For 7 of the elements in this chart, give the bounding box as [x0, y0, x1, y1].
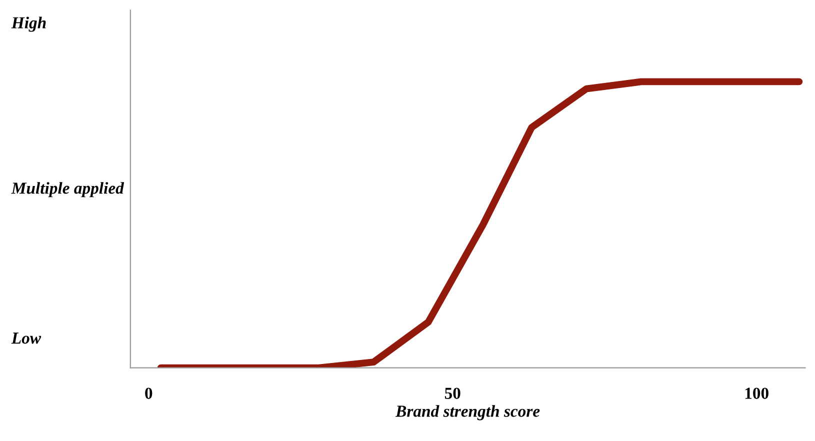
x-tick-label: 50: [444, 388, 460, 399]
x-axis-title: Brand strength score: [395, 405, 540, 420]
y-axis-title: Multiple applied: [11, 182, 124, 198]
text: Low: [11, 332, 42, 344]
text: High: [11, 16, 46, 32]
x-tick-label: 100: [745, 388, 768, 399]
x-tick-label: 0: [145, 388, 152, 399]
